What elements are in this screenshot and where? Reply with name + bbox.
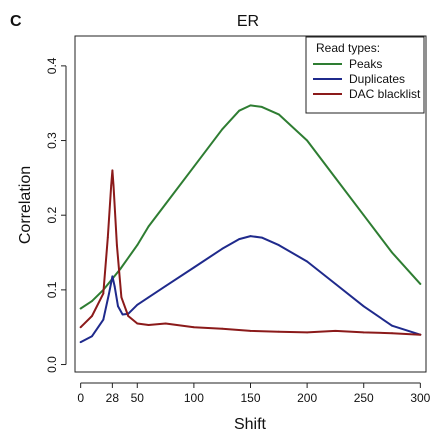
legend-title: Read types: bbox=[316, 41, 380, 55]
data-point-dac-blacklist bbox=[127, 315, 130, 317]
y-tick-label: 0.1 bbox=[45, 281, 59, 298]
data-point-duplicates bbox=[136, 303, 139, 306]
data-point-peaks bbox=[238, 109, 241, 112]
x-axis-label: Shift bbox=[234, 416, 267, 433]
y-axis-label: Correlation bbox=[17, 166, 34, 244]
data-point-duplicates bbox=[79, 341, 82, 344]
x-tick-label: 100 bbox=[184, 391, 204, 405]
data-point-duplicates bbox=[391, 324, 393, 327]
data-point-peaks bbox=[164, 203, 167, 205]
data-point-peaks bbox=[147, 225, 150, 228]
series-line-peaks bbox=[79, 104, 422, 310]
data-point-peaks bbox=[91, 300, 93, 302]
data-point-dac-blacklist bbox=[120, 296, 123, 299]
series-layer bbox=[79, 104, 422, 344]
data-point-dac-blacklist bbox=[79, 326, 82, 329]
data-point-duplicates bbox=[260, 236, 263, 239]
x-tick-label: 200 bbox=[297, 391, 317, 405]
x-tick-label: 50 bbox=[131, 391, 145, 405]
data-point-peaks bbox=[362, 214, 365, 217]
data-point-duplicates bbox=[192, 266, 195, 269]
data-point-dac-blacklist bbox=[147, 324, 150, 326]
y-tick-label: 0.2 bbox=[45, 207, 59, 224]
data-point-dac-blacklist bbox=[106, 236, 109, 239]
data-point-duplicates bbox=[113, 285, 116, 288]
x-axis: 0 28 50 100 150 200 250 300 bbox=[77, 382, 431, 405]
series-line-dac-blacklist bbox=[79, 169, 422, 336]
data-point-peaks bbox=[260, 106, 263, 108]
data-point-dac-blacklist bbox=[249, 330, 252, 332]
data-point-dac-blacklist bbox=[91, 315, 93, 317]
legend-label-dac-blacklist: DAC blacklist bbox=[349, 87, 421, 101]
data-point-peaks bbox=[192, 165, 195, 168]
data-point-dac-blacklist bbox=[277, 330, 280, 333]
plot-frame bbox=[74, 35, 427, 373]
data-point-duplicates bbox=[249, 235, 252, 238]
legend-label-duplicates: Duplicates bbox=[349, 72, 405, 86]
data-point-dac-blacklist bbox=[362, 331, 365, 334]
data-point-duplicates bbox=[221, 247, 224, 250]
data-point-dac-blacklist bbox=[419, 333, 422, 336]
y-axis: 0.0 0.1 0.2 0.3 0.4 bbox=[45, 57, 67, 373]
data-point-duplicates bbox=[121, 313, 124, 316]
data-point-duplicates bbox=[117, 305, 119, 308]
data-point-duplicates bbox=[306, 260, 309, 263]
data-point-dac-blacklist bbox=[102, 292, 105, 295]
y-tick-label: 0.3 bbox=[45, 132, 59, 149]
y-tick-label: 0.4 bbox=[45, 57, 59, 74]
x-tick-label: 0 bbox=[77, 391, 84, 405]
data-point-peaks bbox=[334, 176, 337, 179]
data-point-duplicates bbox=[362, 305, 365, 308]
data-point-duplicates bbox=[102, 318, 105, 321]
data-point-peaks bbox=[306, 139, 309, 142]
data-point-peaks bbox=[79, 307, 82, 310]
data-point-duplicates bbox=[334, 282, 337, 285]
x-tick-label: 28 bbox=[106, 391, 120, 405]
data-point-duplicates bbox=[277, 244, 280, 246]
x-tick-label: 150 bbox=[240, 391, 260, 405]
panel-letter: C bbox=[10, 13, 22, 30]
data-point-dac-blacklist bbox=[111, 169, 114, 172]
data-point-duplicates bbox=[147, 296, 150, 299]
legend-box bbox=[305, 36, 425, 114]
x-tick-label: 250 bbox=[354, 391, 374, 405]
data-point-duplicates bbox=[238, 238, 241, 240]
data-point-duplicates bbox=[91, 335, 93, 338]
data-point-peaks bbox=[136, 244, 139, 246]
data-point-dac-blacklist bbox=[115, 244, 118, 246]
data-point-dac-blacklist bbox=[306, 331, 309, 334]
data-point-dac-blacklist bbox=[136, 322, 139, 325]
data-point-peaks bbox=[419, 282, 422, 285]
data-point-peaks bbox=[249, 104, 252, 107]
y-tick-label: 0.0 bbox=[45, 356, 59, 373]
data-point-peaks bbox=[391, 251, 393, 254]
data-point-duplicates bbox=[108, 292, 110, 295]
data-point-duplicates bbox=[164, 285, 167, 288]
data-point-dac-blacklist bbox=[110, 184, 113, 187]
data-point-dac-blacklist bbox=[112, 184, 115, 187]
data-point-dac-blacklist bbox=[391, 332, 393, 335]
data-point-dac-blacklist bbox=[221, 327, 224, 330]
data-point-peaks bbox=[221, 128, 224, 131]
data-point-peaks bbox=[277, 113, 280, 116]
data-point-dac-blacklist bbox=[334, 330, 337, 332]
chart-title: ER bbox=[237, 13, 259, 30]
data-point-duplicates bbox=[111, 275, 114, 278]
legend-label-peaks: Peaks bbox=[349, 57, 382, 71]
data-point-dac-blacklist bbox=[192, 326, 195, 329]
data-point-dac-blacklist bbox=[164, 322, 167, 325]
x-tick-label: 300 bbox=[410, 391, 430, 405]
